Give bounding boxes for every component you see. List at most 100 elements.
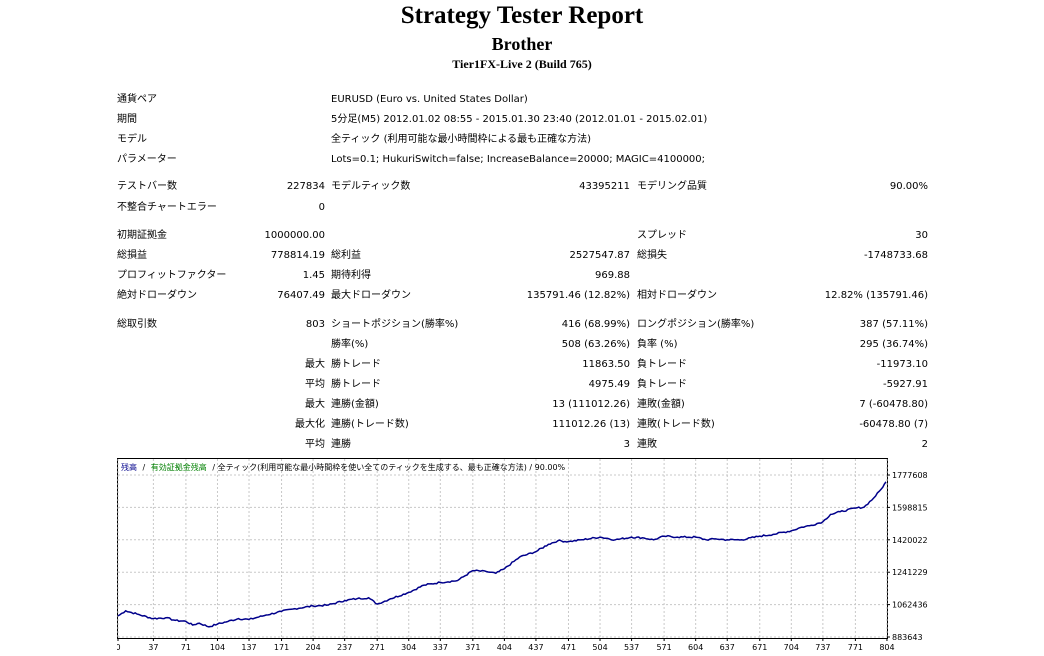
test-bars-value: 227834	[286, 181, 325, 192]
average-consecutive-label: 平均	[305, 439, 325, 450]
long-positions-value: 387 (57.11%)	[859, 319, 928, 330]
short-positions-value: 416 (68.99%)	[561, 319, 630, 330]
loss-trades-label: 負率 (%)	[637, 339, 678, 350]
max-consecutive-wins-value: 13 (111012.26)	[552, 399, 630, 410]
gross-profit-value: 2527547.87	[569, 250, 630, 261]
legend-separator: /	[143, 463, 146, 472]
model-value: 全ティック (利用可能な最小時間枠による最も正確な方法)	[331, 134, 592, 145]
symbol-label: 通貨ペア	[117, 94, 157, 105]
x-tick-label: 804	[879, 643, 894, 652]
chart-legend: 残高 / 有効証拠金残高 / 全ティック(利用可能な最小時間枠を使い全てのティッ…	[121, 462, 566, 472]
legend-equity: 有効証拠金残高	[151, 462, 207, 472]
x-tick-label: 104	[210, 643, 225, 652]
average-label: 平均	[305, 379, 325, 390]
x-tick-label: 637	[720, 643, 735, 652]
relative-drawdown-value: 12.82% (135791.46)	[824, 290, 928, 301]
maximal-consecutive-label: 最大化	[295, 419, 325, 430]
y-tick-label: 1420022	[892, 536, 928, 545]
maximal-drawdown-value: 135791.46 (12.82%)	[526, 290, 630, 301]
legend-model: / 全ティック(利用可能な最小時間枠を使い全てのティックを生成する、最も正確な方…	[212, 462, 565, 472]
balance-chart: 1777608 1598815 1420022 1241229 1062436 88364…	[117, 458, 928, 652]
model-quality-label: モデリング品質	[637, 181, 707, 192]
x-tick-label: 337	[433, 643, 448, 652]
largest-loss-label: 負トレード	[637, 359, 687, 370]
model-ticks-value: 43395211	[579, 181, 630, 192]
maximal-consecutive-losses-label: 連敗(トレード数)	[637, 419, 715, 430]
x-tick-label: 71	[181, 643, 191, 652]
x-tick-label: 671	[752, 643, 767, 652]
period-label: 期間	[117, 114, 137, 125]
max-consecutive-losses-label: 連敗(金額)	[637, 399, 685, 410]
largest-profit-value: 11863.50	[582, 359, 630, 370]
mismatch-errors-label: 不整合チャートエラー	[117, 202, 217, 213]
model-label: モデル	[117, 134, 147, 145]
maximal-consecutive-losses-value: -60478.80 (7)	[859, 419, 928, 430]
chart-lines	[117, 481, 887, 628]
relative-drawdown-label: 相対ドローダウン	[637, 290, 717, 301]
profit-trades-value: 508 (63.26%)	[561, 339, 630, 350]
maximal-drawdown-label: 最大ドローダウン	[331, 290, 411, 301]
net-profit-value: 778814.19	[270, 250, 325, 261]
maximal-consecutive-wins-label: 連勝(トレード数)	[331, 419, 409, 430]
average-profit-label: 勝トレード	[331, 379, 381, 390]
chart-grid	[117, 459, 890, 641]
average-profit-value: 4975.49	[588, 379, 630, 390]
x-tick-label: 571	[656, 643, 671, 652]
absolute-drawdown-value: 76407.49	[277, 290, 325, 301]
expected-payoff-value: 969.88	[595, 270, 630, 281]
model-ticks-label: モデルティック数	[331, 181, 411, 192]
largest-loss-value: -11973.10	[876, 359, 928, 370]
x-tick-label: 237	[337, 643, 352, 652]
chart-frame	[117, 458, 888, 639]
average-consecutive-losses-label: 連敗	[637, 439, 657, 450]
maximal-consecutive-wins-value: 111012.26 (13)	[552, 419, 630, 430]
x-tick-label: 471	[561, 643, 576, 652]
max-consecutive-label: 最大	[305, 399, 325, 410]
absolute-drawdown-label: 絶対ドローダウン	[117, 290, 197, 301]
average-loss-value: -5927.91	[883, 379, 928, 390]
max-consecutive-wins-label: 連勝(金額)	[331, 399, 379, 410]
long-positions-label: ロングポジション(勝率%)	[637, 319, 755, 330]
model-quality-value: 90.00%	[889, 181, 928, 192]
report-title: Strategy Tester Report	[400, 2, 644, 29]
parameters-value: Lots=0.1; HukuriSwitch=false; IncreaseBa…	[331, 154, 706, 165]
server-build: Tier1FX-Live 2 (Build 765)	[452, 57, 592, 71]
loss-trades-value: 295 (36.74%)	[859, 339, 928, 350]
test-bars-label: テストバー数	[117, 181, 177, 192]
x-tick-label: 37	[148, 643, 158, 652]
x-tick-label: 371	[465, 643, 480, 652]
initial-deposit-label: 初期証拠金	[117, 230, 167, 241]
x-tick-label: 271	[370, 643, 385, 652]
x-tick-label: 504	[592, 643, 607, 652]
mismatch-errors-value: 0	[318, 202, 325, 213]
x-tick-label: 437	[528, 643, 543, 652]
legend-balance: 残高	[121, 462, 137, 472]
y-tick-label: 1598815	[892, 503, 928, 512]
average-consecutive-wins-value: 3	[623, 439, 630, 450]
x-tick-label: 304	[401, 643, 416, 652]
x-tick-label: 537	[624, 643, 639, 652]
balance-series-line	[117, 481, 887, 628]
average-loss-label: 負トレード	[637, 379, 687, 390]
profit-trades-label: 勝率(%)	[331, 339, 369, 350]
period-value: 5分足(M5) 2012.01.02 08:55 - 2015.01.30 23…	[331, 114, 708, 125]
average-consecutive-wins-label: 連勝	[331, 439, 351, 450]
y-tick-label: 1777608	[892, 471, 928, 480]
y-tick-label: 1241229	[892, 568, 928, 577]
net-profit-label: 総損益	[117, 250, 147, 261]
profit-factor-value: 1.45	[302, 270, 325, 281]
y-axis-labels: 1777608 1598815 1420022 1241229 1062436 88364…	[892, 471, 928, 642]
x-tick-label: 404	[497, 643, 512, 652]
spread-label: スプレッド	[637, 230, 687, 241]
x-tick-label: 204	[305, 643, 320, 652]
x-tick-label: 704	[784, 643, 799, 652]
expert-name: Brother	[491, 34, 553, 54]
x-tick-label: 137	[241, 643, 256, 652]
x-tick-label: 771	[848, 643, 863, 652]
short-positions-label: ショートポジション(勝率%)	[331, 319, 459, 330]
profit-factor-label: プロフィットファクター	[117, 270, 227, 281]
parameters-label: パラメーター	[117, 154, 177, 165]
x-tick-label: 737	[815, 643, 830, 652]
spread-value: 30	[915, 230, 928, 241]
total-trades-label: 総取引数	[117, 319, 157, 330]
